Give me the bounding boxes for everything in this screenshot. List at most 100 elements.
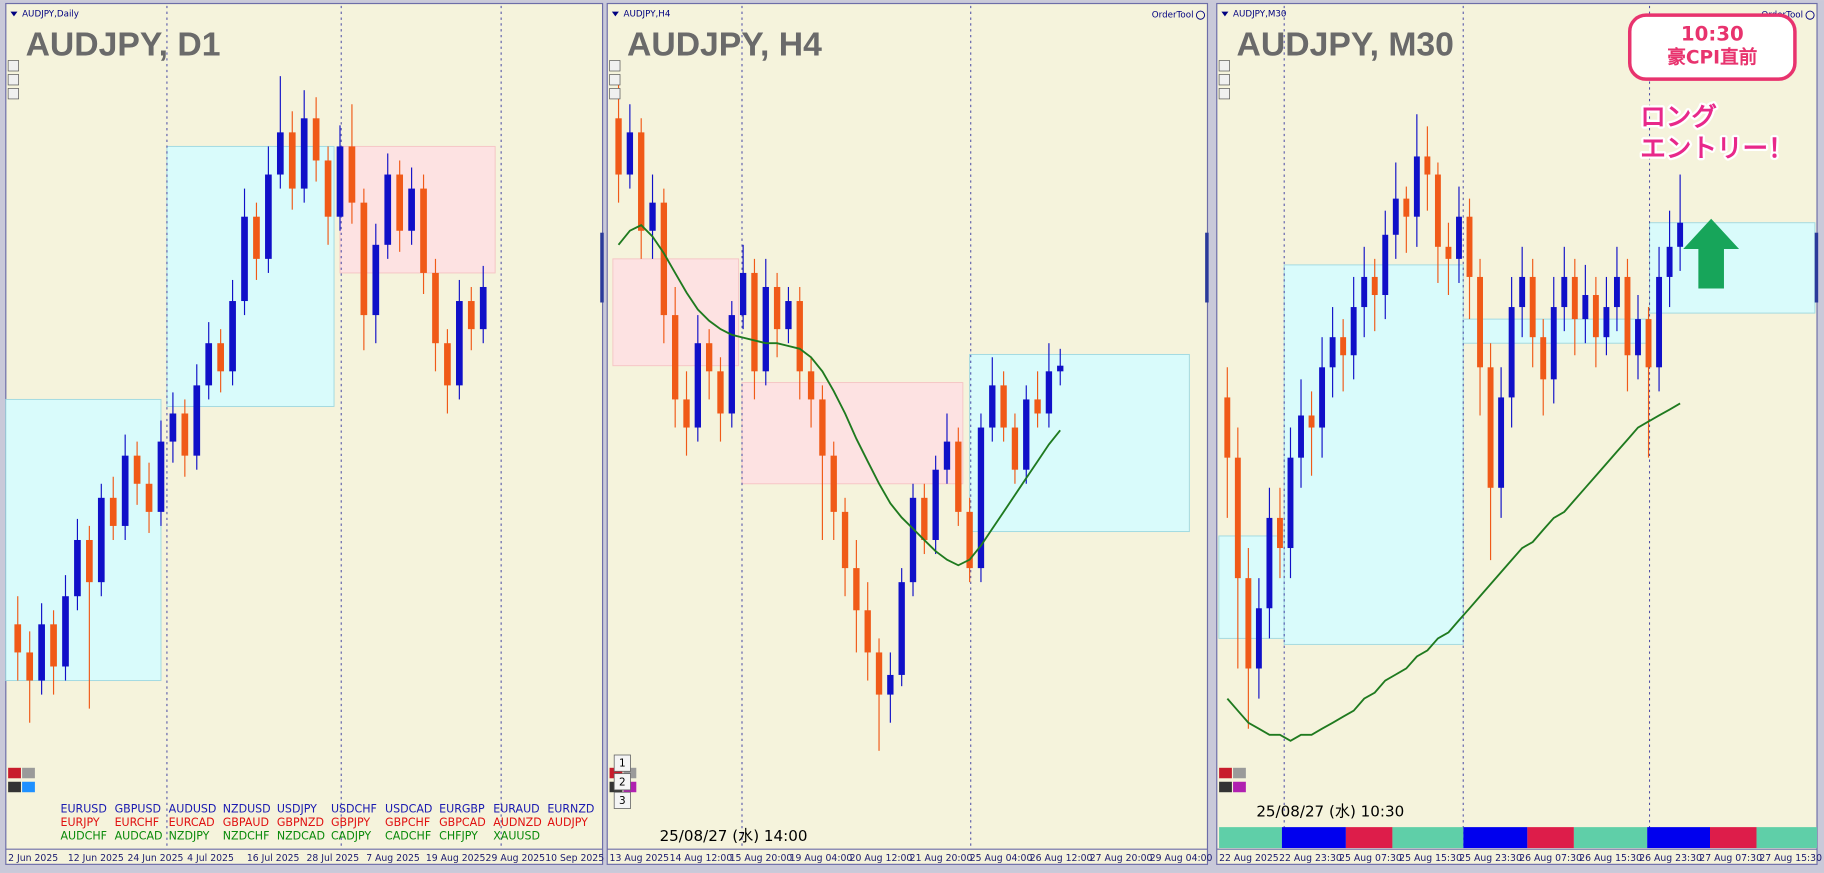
x-tick-label: 27 Aug 20:00	[1090, 853, 1153, 864]
x-tick-label: 26 Aug 23:30	[1639, 853, 1702, 864]
entry-arrow	[1683, 218, 1740, 289]
symbol-link[interactable]: GBPNZD	[277, 816, 324, 829]
symbol-link[interactable]: EURNZD	[547, 803, 594, 816]
candle-body	[360, 202, 368, 316]
candle-body	[1277, 517, 1283, 549]
scale-button	[609, 74, 621, 86]
candle-body	[1403, 198, 1410, 217]
moving-average	[1226, 402, 1681, 742]
candle-body	[966, 511, 973, 569]
candle-body	[1519, 276, 1526, 308]
symbol-link[interactable]: GBPAUD	[223, 816, 269, 829]
symbol-link[interactable]: AUDNZD	[493, 816, 541, 829]
candle-body	[921, 497, 928, 540]
session-bar	[1463, 827, 1528, 849]
chart-header: AUDJPY,Daily	[22, 10, 79, 20]
candle-body	[265, 174, 272, 259]
candle-body	[1645, 319, 1652, 368]
candle-body	[1045, 371, 1053, 414]
symbol-link[interactable]: EURCAD	[169, 816, 215, 829]
scale-button	[7, 74, 19, 86]
symbol-link[interactable]: EURAUD	[493, 803, 539, 816]
candle-body	[312, 118, 320, 161]
x-tick-label: 15 Aug 20:00	[730, 853, 793, 864]
symbol-link[interactable]: GBPCAD	[439, 816, 486, 829]
symbol-link[interactable]: GBPUSD	[115, 803, 161, 816]
x-tick-label: 16 Jul 2025	[247, 853, 300, 864]
x-tick-label: 19 Aug 2025	[426, 853, 486, 864]
symbol-link[interactable]: EURJPY	[60, 816, 99, 829]
symbol-link[interactable]: EURUSD	[60, 803, 106, 816]
session-bar	[1527, 827, 1574, 849]
candle-body	[479, 286, 487, 330]
symbol-link[interactable]: NZDUSD	[223, 803, 271, 816]
symbol-link[interactable]: CHFJPY	[439, 829, 478, 842]
layout-button-label[interactable]: 3	[619, 795, 626, 807]
candle-body	[1023, 399, 1030, 470]
symbol-link[interactable]: XAUUSD	[493, 829, 540, 842]
symbol-link[interactable]: NZDJPY	[169, 829, 210, 842]
candle-body	[717, 371, 724, 414]
symbol-link[interactable]: AUDCHF	[60, 829, 107, 842]
candle-body	[336, 146, 344, 217]
header-arrow	[1221, 11, 1229, 17]
order-tool-icon	[1805, 10, 1815, 20]
layout-button[interactable]	[613, 791, 631, 809]
chart-header: AUDJPY,H4	[624, 10, 671, 20]
symbol-link[interactable]: USDCHF	[331, 803, 377, 816]
candle-body	[1561, 276, 1568, 308]
scroll-marker	[1205, 232, 1209, 303]
layout-button-label[interactable]: 1	[619, 758, 626, 770]
symbol-link[interactable]: CADJPY	[331, 829, 371, 842]
symbol-link[interactable]: NZDCHF	[223, 829, 270, 842]
candle-body	[1592, 295, 1599, 338]
symbol-link[interactable]: GBPJPY	[331, 816, 370, 829]
symbol-link[interactable]: USDCAD	[385, 803, 432, 816]
order-tool-icon	[1195, 10, 1206, 20]
x-tick-label: 12 Jun 2025	[68, 853, 124, 864]
chart-header: AUDJPY,M30	[1233, 10, 1286, 20]
scale-button	[609, 88, 621, 100]
candle-body	[1508, 307, 1515, 398]
symbol-link[interactable]: EURCHF	[115, 816, 160, 829]
symbol-link[interactable]: AUDUSD	[169, 803, 217, 816]
candle-body	[1571, 276, 1578, 320]
candle-body	[1340, 337, 1347, 356]
candle-body	[1361, 276, 1368, 308]
callout-note: 豪CPI直前	[1667, 47, 1757, 69]
candle-body	[1034, 399, 1041, 414]
candle-body	[739, 272, 747, 316]
candle-body	[109, 497, 117, 526]
scale-button	[609, 60, 621, 72]
candle-body	[1466, 216, 1473, 277]
symbol-link[interactable]: NZDCAD	[277, 829, 325, 842]
tool-icon	[609, 767, 623, 779]
candle-body	[1255, 608, 1262, 669]
candle-body	[1666, 246, 1673, 277]
layout-button-label[interactable]: 2	[619, 776, 626, 788]
candle-body	[1424, 156, 1431, 175]
layout-button[interactable]	[613, 773, 631, 791]
layout-button[interactable]	[613, 754, 631, 772]
symbol-link[interactable]: CADCHF	[385, 829, 431, 842]
chart-title: AUDJPY, H4	[627, 25, 822, 63]
symbol-link[interactable]: EURGBP	[439, 803, 485, 816]
x-tick-label: 25 Aug 15:30	[1399, 853, 1462, 864]
x-tick-label: 29 Aug 04:00	[1150, 853, 1213, 864]
candle-body	[853, 568, 860, 611]
candle-body	[1487, 367, 1494, 488]
candle-body	[887, 674, 894, 695]
symbol-link[interactable]: USDJPY	[277, 803, 317, 816]
session-bar	[1710, 827, 1757, 849]
candle-body	[169, 413, 177, 442]
x-tick-label: 10 Sep 2025	[545, 853, 604, 864]
candle-body	[1392, 198, 1399, 235]
symbol-link[interactable]: AUDJPY	[547, 816, 588, 829]
x-tick-label: 19 Aug 04:00	[790, 853, 853, 864]
symbol-link[interactable]: AUDCAD	[115, 829, 163, 842]
candle-body	[932, 469, 939, 540]
symbol-link[interactable]: GBPCHF	[385, 816, 430, 829]
session-bar	[1647, 827, 1710, 849]
price-zone	[741, 382, 964, 485]
